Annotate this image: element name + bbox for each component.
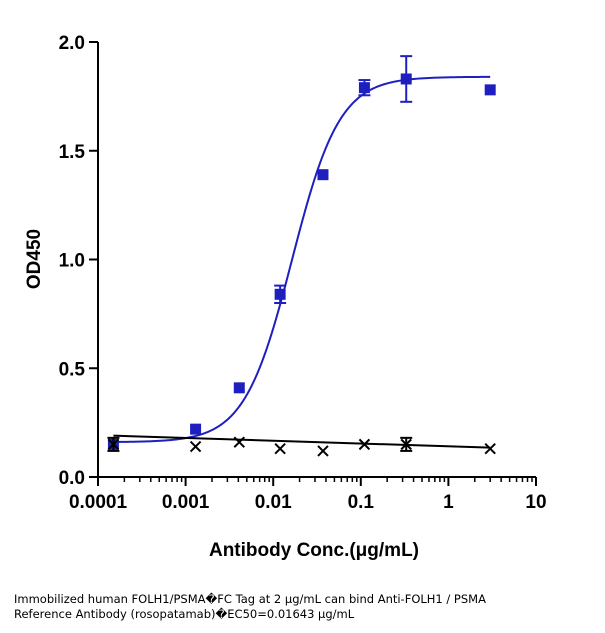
fit-curves xyxy=(113,75,491,449)
x-marker-stroke xyxy=(274,443,286,455)
x-marker-stroke xyxy=(317,445,329,457)
data-point-square xyxy=(317,169,329,181)
y-tick-label: 1.5 xyxy=(59,142,86,163)
x-tick-label: 1 xyxy=(443,492,454,513)
data-point-square xyxy=(358,82,370,94)
data-point-x xyxy=(317,445,329,457)
x-tick-label: 10 xyxy=(525,492,546,513)
data-point-x xyxy=(233,436,245,448)
x-tick-label: 0.0001 xyxy=(69,492,128,513)
x-tick-label: 0.001 xyxy=(162,492,210,513)
figure-caption: Immobilized human FOLH1/PSMA�FC Tag at 2… xyxy=(14,592,594,622)
data-point-square xyxy=(190,423,202,435)
data-point-square xyxy=(233,382,245,394)
chart: 0.0001 0.001 0.01 0.1 1 10 0.0 0.5 1.0 1.5 2.0 OD4… xyxy=(24,33,547,561)
data-marks xyxy=(107,55,496,457)
y-axis-title: OD450 xyxy=(24,229,45,289)
x-marker-stroke xyxy=(189,440,202,453)
data-point-x xyxy=(400,438,412,451)
fit-line-series-2 xyxy=(113,434,491,449)
data-point-square xyxy=(484,84,496,96)
data-point-square xyxy=(400,73,412,85)
data-point-x xyxy=(358,438,371,451)
x-tick-label: 0.1 xyxy=(348,492,375,513)
caption-line-1: Immobilized human FOLH1/PSMA�FC Tag at 2… xyxy=(14,592,486,606)
x-marker-stroke xyxy=(400,438,412,451)
x-marker-stroke xyxy=(484,443,496,455)
data-point-x xyxy=(484,443,496,455)
caption-line-2: Reference Antibody (rosopatamab)�EC50=0.… xyxy=(14,607,355,621)
x-tick-label: 0.01 xyxy=(255,492,292,513)
y-tick-label: 2.0 xyxy=(59,33,85,54)
x-marker-stroke xyxy=(358,438,371,451)
data-point-square xyxy=(274,288,286,300)
y-tick-label: 0.5 xyxy=(59,359,86,380)
y-tick-label: 0.0 xyxy=(59,468,85,489)
data-point-x xyxy=(107,438,120,451)
data-point-x xyxy=(274,443,286,455)
x-marker-stroke xyxy=(233,436,245,448)
y-tick-label: 1.0 xyxy=(59,251,85,272)
x-axis-title: Antibody Conc.(μg/mL) xyxy=(209,540,419,561)
fit-curve-series-1 xyxy=(113,75,491,443)
x-marker-stroke xyxy=(107,438,120,451)
data-point-x xyxy=(189,440,202,453)
axes: 0.0001 0.001 0.01 0.1 1 10 0.0 0.5 1.0 1.5 2.0 xyxy=(59,33,547,513)
